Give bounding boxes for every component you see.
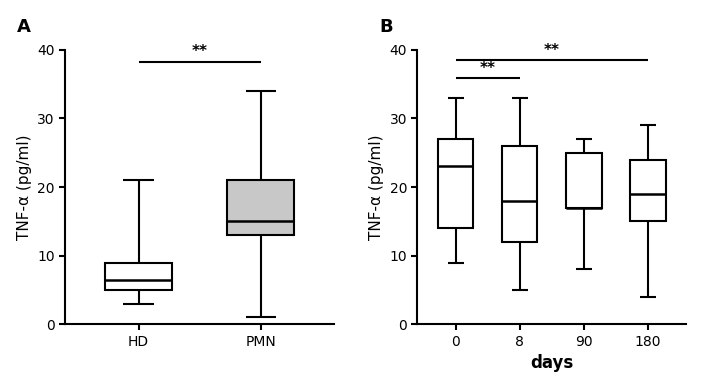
Bar [105,263,172,290]
Text: **: ** [544,43,560,58]
X-axis label: days: days [530,354,574,372]
Y-axis label: TNF-α (pg/ml): TNF-α (pg/ml) [17,134,32,240]
Text: **: ** [192,44,207,59]
Bar [631,159,666,221]
Bar [227,180,295,235]
Text: **: ** [480,61,496,76]
Text: A: A [17,18,31,36]
Bar [567,152,602,208]
Y-axis label: TNF-α (pg/ml): TNF-α (pg/ml) [369,134,384,240]
Bar [502,146,538,242]
Bar [438,139,474,228]
Text: B: B [380,18,394,36]
